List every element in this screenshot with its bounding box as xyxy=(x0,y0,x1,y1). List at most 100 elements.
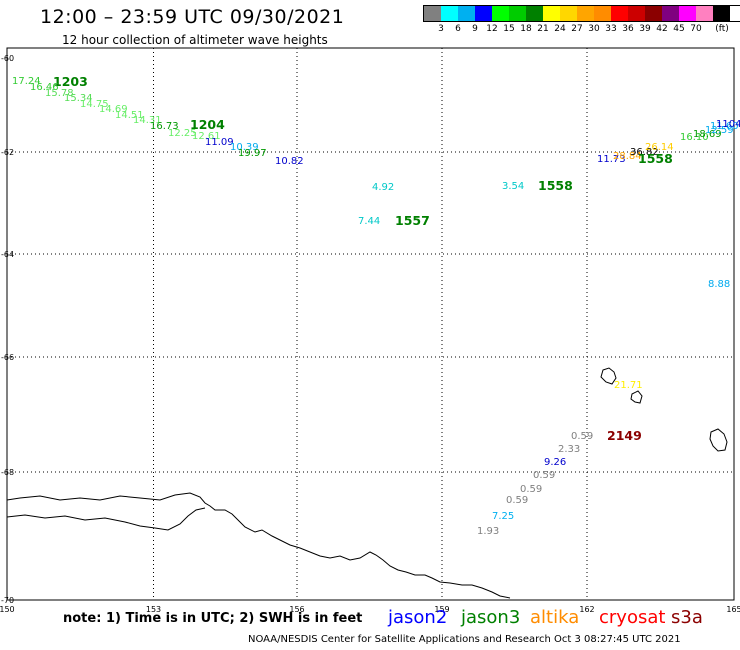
island-outline xyxy=(600,367,617,385)
wave-height-label: 11.09 xyxy=(205,137,234,148)
legend-labels: 3 6 9 12 15 18 21 24 27 30 33 36 39 42 45 70 (ft) xyxy=(423,22,740,34)
legend-value: 45 xyxy=(673,24,685,34)
legend-swatches xyxy=(423,5,740,22)
legend-value: 24 xyxy=(554,24,566,34)
legend-swatch xyxy=(492,6,509,21)
wave-height-label: 1.93 xyxy=(477,526,499,537)
legend-swatch xyxy=(441,6,458,21)
lat-tick-label: -68 xyxy=(1,468,14,477)
wave-height-label: 11.73 xyxy=(597,154,626,165)
map-title: 12:00 – 23:59 UTC 09/30/2021 xyxy=(40,6,345,28)
legend-swatch xyxy=(611,6,628,21)
legend-value: 21 xyxy=(537,24,549,34)
time-stamp-label: 2149 xyxy=(607,428,642,443)
wave-height-label: 10.39 xyxy=(230,142,259,153)
legend-value: 18 xyxy=(520,24,532,34)
wave-height-label: 2.33 xyxy=(558,444,580,455)
wave-height-label: 7.44 xyxy=(358,216,380,227)
legend-swatch xyxy=(713,6,730,21)
wave-height-label: 12.59 xyxy=(705,125,734,136)
time-stamp-label: 1558 xyxy=(638,151,673,166)
lon-tick-label: 156 xyxy=(289,605,304,614)
wave-height-label: 18.69 xyxy=(693,129,722,140)
legend-swatch xyxy=(679,6,696,21)
satellite-name: jason3 xyxy=(461,607,521,628)
graticule xyxy=(7,48,734,600)
legend-value: 6 xyxy=(455,24,461,34)
color-legend: 3 6 9 12 15 18 21 24 27 30 33 36 39 42 45 70 (ft) xyxy=(423,5,740,34)
legend-swatch xyxy=(475,6,492,21)
lat-tick-label: -66 xyxy=(1,353,14,362)
wave-height-label: 12.61 xyxy=(192,131,221,142)
lon-tick-label: 153 xyxy=(146,605,161,614)
legend-value: 27 xyxy=(571,24,583,34)
legend-value: 12 xyxy=(486,24,498,34)
lat-tick-label: -62 xyxy=(1,148,14,157)
wave-height-label: 14.75 xyxy=(80,99,109,110)
wave-height-label: 26.14 xyxy=(645,142,674,153)
lat-tick-label: -64 xyxy=(1,250,14,259)
lat-tick-label: -70 xyxy=(1,596,14,605)
wave-height-label: 28.84 xyxy=(613,151,642,162)
time-stamp-label: 1558 xyxy=(538,178,573,193)
legend-swatch xyxy=(645,6,662,21)
wave-height-label: 4.92 xyxy=(372,182,394,193)
wave-height-label: 21.71 xyxy=(614,380,643,391)
wave-height-label: 17.24 xyxy=(12,76,41,87)
wave-height-label: 0.59 xyxy=(571,431,593,442)
antarctic-coastline xyxy=(6,492,511,599)
legend-unit: (ft) xyxy=(715,24,729,34)
wave-height-label: 19.97 xyxy=(238,148,267,159)
wave-height-label: 1104 xyxy=(716,119,740,130)
wave-height-label: 8.88 xyxy=(708,279,730,290)
satellite-name: jason2 xyxy=(388,607,448,628)
wave-height-label: 0.59 xyxy=(506,495,528,506)
time-stamp-label: 1203 xyxy=(53,74,88,89)
legend-swatch xyxy=(509,6,526,21)
legend-swatch xyxy=(696,6,713,21)
lat-tick-label: -60 xyxy=(1,54,14,63)
wave-height-label: 14.31 xyxy=(133,115,162,126)
wave-height-label: 14.69 xyxy=(99,104,128,115)
legend-value: 3 xyxy=(438,24,444,34)
lon-tick-label: 162 xyxy=(579,605,594,614)
map-frame xyxy=(6,47,735,601)
wave-height-label: 0.59 xyxy=(520,484,542,495)
ice-shelf-edge xyxy=(6,507,206,531)
satellite-name: s3a xyxy=(671,607,703,628)
map-subtitle: 12 hour collection of altimeter wave hei… xyxy=(62,33,328,47)
lon-tick-label: 159 xyxy=(434,605,449,614)
wave-height-label: 9.26 xyxy=(544,457,566,468)
wave-height-label: 16.10 xyxy=(680,132,709,143)
lon-tick-label: 150 xyxy=(0,605,15,614)
time-stamp-label: 1557 xyxy=(395,213,430,228)
satellite-name: altika xyxy=(530,607,580,628)
legend-value: 33 xyxy=(605,24,617,34)
legend-value: 70 xyxy=(690,24,702,34)
legend-value: 15 xyxy=(503,24,515,34)
wave-height-label: 15.34 xyxy=(64,93,93,104)
legend-swatch xyxy=(424,6,441,21)
wave-height-label: 3.54 xyxy=(502,181,524,192)
legend-swatch xyxy=(458,6,475,21)
wave-height-label: 16.46 xyxy=(30,82,59,93)
satellite-name: cryosat xyxy=(599,607,666,628)
wave-height-label: 7.25 xyxy=(492,511,514,522)
legend-swatch xyxy=(662,6,679,21)
legend-value: 36 xyxy=(622,24,634,34)
legend-swatch xyxy=(560,6,577,21)
legend-value: 30 xyxy=(588,24,600,34)
legend-value: 39 xyxy=(639,24,651,34)
wave-height-label: 16.73 xyxy=(150,121,179,132)
wave-height-label: 36.82 xyxy=(630,147,659,158)
legend-swatch xyxy=(594,6,611,21)
wave-height-label: 15.78 xyxy=(45,88,74,99)
axis-tick-labels: 150 153 156 159 162 165 -60 -62 -64 -66 -68 -70 xyxy=(0,54,740,614)
legend-swatch xyxy=(628,6,645,21)
island-outline xyxy=(630,390,643,404)
legend-swatch xyxy=(526,6,543,21)
wave-height-label: 0.59 xyxy=(533,470,555,481)
legend-value: 42 xyxy=(656,24,668,34)
legend-swatch xyxy=(543,6,560,21)
